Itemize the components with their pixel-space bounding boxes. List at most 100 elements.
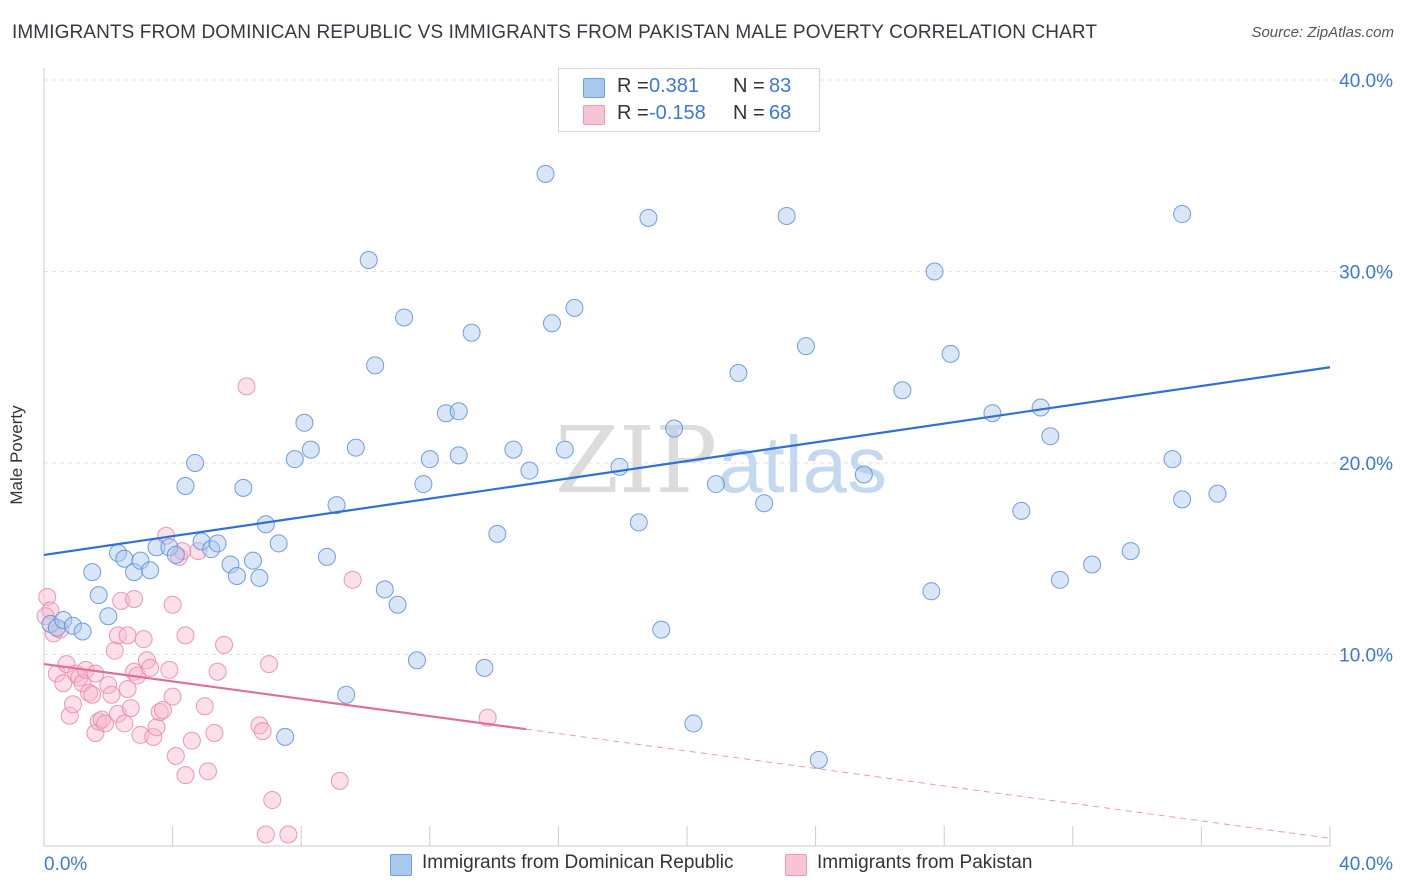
dominican-point xyxy=(208,534,227,553)
dominican-point xyxy=(337,685,356,704)
dominican-point xyxy=(131,551,150,570)
dominican-point xyxy=(542,314,561,333)
dominican-point xyxy=(665,419,684,438)
legend-row-dominican: R = 0.381 N = 83 xyxy=(559,75,819,102)
dominican-point xyxy=(295,413,314,432)
dominican-point xyxy=(234,478,253,497)
dominican-trend-line xyxy=(43,366,1331,557)
dominican-point xyxy=(269,534,288,553)
x-tick-labels: 0.0% 40.0% xyxy=(44,854,1393,875)
bottom-legend-swatch-dominican xyxy=(390,854,412,876)
y-tick-labels: 10.0% 20.0% 30.0% 40.0% xyxy=(1339,71,1393,667)
pakistan-point xyxy=(198,762,217,781)
pakistan-point xyxy=(478,708,497,727)
pakistan-point xyxy=(63,695,82,714)
pakistan-point xyxy=(163,595,182,614)
legend-row-pakistan: R = -0.158 N = 68 xyxy=(559,102,819,129)
pakistan-point xyxy=(60,706,79,725)
dominican-point xyxy=(346,438,365,457)
dominican-point xyxy=(83,563,102,582)
dominican-point xyxy=(555,440,574,459)
legend-swatch-dominican xyxy=(583,78,605,98)
pakistan-point xyxy=(118,626,137,645)
pakistan-point xyxy=(147,718,166,737)
pakistan-point xyxy=(253,722,272,741)
pakistan-point xyxy=(105,641,124,660)
dominican-point xyxy=(475,658,494,677)
pakistan-point xyxy=(215,635,234,654)
bottom-legend-label: Immigrants from Pakistan xyxy=(817,852,1033,873)
y-tick-label: 30.0% xyxy=(1339,263,1393,284)
legend-n-value: 83 xyxy=(769,75,792,97)
dominican-point xyxy=(796,337,815,356)
dominican-points xyxy=(41,164,1227,769)
dominican-point xyxy=(922,582,941,601)
dominican-point xyxy=(1041,427,1060,446)
dominican-point xyxy=(166,545,185,564)
dominican-point xyxy=(706,475,725,494)
pakistan-point xyxy=(208,662,227,681)
pakistan-trend-line xyxy=(43,662,527,731)
dominican-point xyxy=(488,524,507,543)
pakistan-point xyxy=(195,697,214,716)
pakistan-point xyxy=(176,626,195,645)
legend-n-value: 68 xyxy=(769,102,792,124)
pakistan-point xyxy=(205,724,224,743)
dominican-point xyxy=(854,465,873,484)
legend-n-label: N = xyxy=(733,102,765,124)
dominican-point xyxy=(729,363,748,382)
dominican-point xyxy=(317,547,336,566)
pakistan-point xyxy=(102,685,121,704)
pakistan-point xyxy=(330,771,349,790)
legend-n-label: N = xyxy=(733,75,765,97)
y-tick-label: 40.0% xyxy=(1339,71,1393,92)
gridlines xyxy=(44,79,1392,655)
dominican-point xyxy=(99,607,118,626)
pakistan-point xyxy=(141,658,160,677)
dominican-point xyxy=(639,208,658,227)
pakistan-point xyxy=(41,601,60,620)
pakistan-point xyxy=(54,674,73,693)
pakistan-point xyxy=(73,674,92,693)
dominican-point xyxy=(652,620,671,639)
dominican-point xyxy=(462,323,481,342)
dominican-point xyxy=(629,513,648,532)
dominican-point xyxy=(520,461,539,480)
legend-r-label: R = xyxy=(617,102,649,124)
dominican-point xyxy=(366,356,385,375)
legend: R = 0.381 N = 83 R = -0.158 N = 68 xyxy=(558,68,820,132)
pakistan-point xyxy=(121,699,140,718)
pakistan-point xyxy=(256,825,275,844)
dominican-point xyxy=(395,308,414,327)
watermark-atlas: atlas xyxy=(718,420,887,509)
pakistan-point xyxy=(163,687,182,706)
pakistan-point xyxy=(80,683,99,702)
dominican-point xyxy=(1083,555,1102,574)
pakistan-point xyxy=(160,660,179,679)
dominican-point xyxy=(54,611,73,630)
dominican-point xyxy=(47,618,66,637)
dominican-point xyxy=(375,580,394,599)
axes xyxy=(43,68,1331,847)
dominican-point xyxy=(327,496,346,515)
dominican-point xyxy=(250,568,269,587)
dominican-point xyxy=(176,476,195,495)
dominican-point xyxy=(1173,490,1192,509)
dominican-point xyxy=(755,494,774,513)
dominican-point xyxy=(414,475,433,494)
dominican-point xyxy=(186,454,205,472)
dominican-point xyxy=(1121,542,1140,561)
pakistan-point xyxy=(134,630,153,649)
pakistan-point xyxy=(170,547,189,566)
pakistan-point xyxy=(279,825,298,844)
legend-r-value: 0.381 xyxy=(649,75,700,97)
pakistan-point xyxy=(260,655,279,674)
dominican-point xyxy=(420,450,439,469)
dominican-point xyxy=(407,651,426,670)
pakistan-point xyxy=(89,712,108,731)
y-tick-label: 10.0% xyxy=(1339,646,1393,667)
dominican-point xyxy=(73,622,92,641)
pakistan-point xyxy=(250,716,269,735)
dominican-point xyxy=(243,551,262,570)
dominican-point xyxy=(89,586,108,605)
